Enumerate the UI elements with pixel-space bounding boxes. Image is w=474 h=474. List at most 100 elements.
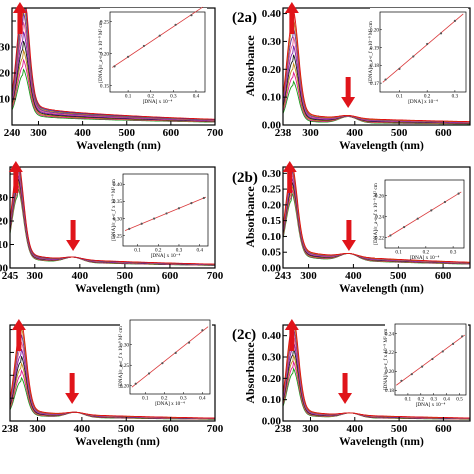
inset-frame <box>379 11 467 93</box>
plot-frame <box>9 324 216 422</box>
inset-y-tick-label: 0.20 <box>385 369 394 375</box>
y-tick-label: 0.40 <box>262 8 282 20</box>
inset-x-tick-label: 0.4 <box>196 248 203 254</box>
panel-2: 238 300 400 500 600 0.40 0.30 0.20 0.10 0.00 Wavel… <box>232 2 471 152</box>
x-tick-label: 600 <box>435 423 452 435</box>
y-tick-label: 0.20 <box>0 216 9 228</box>
x-tick-label: 600 <box>162 423 179 435</box>
y-tick-label: 0.20 <box>262 373 282 385</box>
inset-x-label: [DNA] x 10⁻⁴ <box>416 402 446 408</box>
spectrum-line <box>11 7 216 120</box>
inset-point <box>161 362 164 365</box>
y-tick-label: 0.10 <box>0 94 11 106</box>
y-tick-label: 0.30 <box>0 42 11 54</box>
inset-y-tick-label: 0.22 <box>375 235 384 241</box>
fit-line <box>382 13 464 83</box>
inset-x-label: [DNA] x 10⁻⁴ <box>410 255 440 261</box>
inset-point <box>461 335 464 338</box>
x-tick-label: 600 <box>163 127 180 139</box>
spectrum-line <box>282 166 470 263</box>
x-tick-label: 400 <box>74 423 91 435</box>
panel-3: 245 300 400 500 600 700 0.30 0.20 0.10 0.00 Wavele… <box>0 161 224 295</box>
x-tick-label: 300 <box>29 423 46 435</box>
inset-point <box>443 200 447 204</box>
x-tick-label: 300 <box>300 270 317 282</box>
spectra <box>282 10 471 125</box>
inset-plot: 0.1 0.2 0.3 0.4 0.40 0.35 0.30 0.25 [DNA] x 10⁻⁴… <box>110 170 210 259</box>
up-arrow-icon <box>282 161 297 193</box>
x-axis-label: Wavelength (nm) <box>75 436 160 448</box>
y-tick-label: 0.10 <box>0 239 9 251</box>
x-tick-label: 300 <box>27 270 44 282</box>
inset-x-tick-label: 0.5 <box>456 397 463 403</box>
inset-x-tick-label: 0.1 <box>142 396 149 402</box>
inset-x-tick-label: 0.3 <box>176 248 183 254</box>
inset-point <box>451 342 455 345</box>
inset-point <box>402 225 406 229</box>
inset-y-tick-label: 0.20 <box>370 28 379 34</box>
inset-y-label: [DNA]/ε_a-ε_f x 10⁻⁸ M² cm <box>382 329 389 390</box>
inset-point <box>441 350 444 353</box>
inset-point <box>426 42 429 46</box>
y-tick-label: 0.00 <box>0 263 9 275</box>
panel-6: 238 300 400 500 600 0.40 0.30 0.20 0.10 0.00 Wavel… <box>232 319 471 448</box>
y-tick-label: 0.05 <box>262 247 282 259</box>
y-tick-label: 0.30 <box>262 352 282 364</box>
x-tick-label: 300 <box>302 423 319 435</box>
up-arrow-icon <box>12 2 27 34</box>
inset-y-tick-label: 0.24 <box>375 214 384 220</box>
inset-point <box>412 55 415 58</box>
inset-x-tick-label: 0.2 <box>147 94 154 100</box>
inset-x-tick-label: 0.1 <box>395 250 402 256</box>
x-axis-label: Wavelength (nm) <box>339 140 424 152</box>
inset-point <box>165 212 168 215</box>
x-tick-label: 300 <box>302 127 319 139</box>
inset-point <box>174 351 177 354</box>
spectra <box>9 166 215 266</box>
x-tick-label: 240 <box>4 127 21 139</box>
inset-point <box>389 234 392 237</box>
inset-point <box>152 217 156 220</box>
inset-x-tick-label: 0.2 <box>161 396 168 402</box>
inset-y-tick-label: 0.18 <box>370 63 379 69</box>
inset-point <box>400 379 403 382</box>
inset-x-tick-label: 0.1 <box>125 94 132 100</box>
inset-point <box>147 372 151 375</box>
inset-point <box>158 34 161 37</box>
y-tick-label: 0.15 <box>262 215 282 227</box>
inset-point <box>398 67 401 70</box>
x-tick-label: 400 <box>74 127 91 139</box>
x-tick-label: 243 <box>275 270 292 282</box>
inset-point <box>142 44 146 48</box>
y-tick-label: 0.00 <box>262 263 282 275</box>
inset-y-tick-label: 0.40 <box>113 182 122 188</box>
spectrum-line <box>282 10 470 123</box>
inset-point <box>202 196 205 200</box>
y-axis-label: Absorbance <box>243 342 257 404</box>
inset-x-label: [DNA] x 10⁻⁴ <box>155 401 185 407</box>
spectrum-line <box>9 166 215 265</box>
inset-frame <box>122 173 209 247</box>
up-arrow-icon <box>284 319 299 351</box>
x-axis-label: Wavelength (nm) <box>339 436 424 448</box>
inset-y-tick-label: 0.26 <box>375 193 384 199</box>
inset-point <box>201 329 204 332</box>
y-tick-label: 0.30 <box>262 36 282 48</box>
inset-y-tick-label: 0.18 <box>385 388 394 394</box>
inset-y-label: [DNA]/ε_a-ε_f x 10⁻⁸ M² cm <box>97 21 104 82</box>
inset-plot: 0.1 0.2 0.3 0.4 0.30 0.25 0.20 [DNA] x 10⁻⁴ [DNA… <box>117 316 212 407</box>
spectra <box>282 166 470 265</box>
inset-point <box>134 382 137 385</box>
x-tick-label: 500 <box>117 270 134 282</box>
inset-y-tick-label: 0.17 <box>370 81 379 87</box>
inset-point <box>190 202 193 205</box>
inset-x-tick-label: 0.2 <box>155 248 162 254</box>
x-tick-label: 500 <box>118 423 135 435</box>
panel-1: 240 300 400 500 600 700 0.30 0.20 0.10 Wavelength… <box>0 2 224 152</box>
inset-frame <box>384 179 465 249</box>
y-tick-label: 0.00 <box>262 416 282 428</box>
inset-plot: 0.1 0.2 0.3 0.26 0.24 0.22 [DNA] x 10⁻⁴ [DNA]/ε… <box>372 176 466 261</box>
inset-point <box>190 14 193 17</box>
